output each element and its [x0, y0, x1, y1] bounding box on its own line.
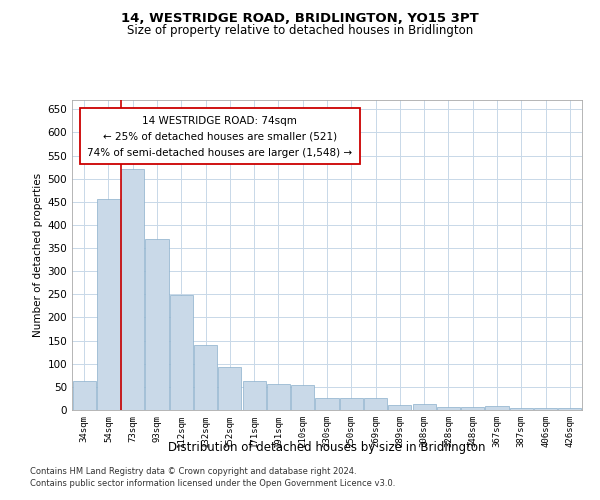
Text: 74% of semi-detached houses are larger (1,548) →: 74% of semi-detached houses are larger (… [88, 148, 352, 158]
Bar [242, 382, 266, 410]
Bar [340, 398, 363, 410]
Bar [437, 407, 460, 410]
Bar [534, 408, 557, 410]
Bar [461, 407, 484, 410]
Bar [194, 345, 217, 410]
Bar [170, 296, 193, 410]
Bar [145, 239, 169, 410]
Text: 14 WESTRIDGE ROAD: 74sqm: 14 WESTRIDGE ROAD: 74sqm [142, 116, 298, 126]
Text: Size of property relative to detached houses in Bridlington: Size of property relative to detached ho… [127, 24, 473, 37]
Text: Distribution of detached houses by size in Bridlington: Distribution of detached houses by size … [168, 441, 486, 454]
Bar [73, 382, 95, 410]
Bar [97, 198, 120, 410]
Bar [388, 405, 412, 410]
Bar [218, 367, 241, 410]
Bar [510, 408, 533, 410]
Bar [559, 408, 581, 410]
Text: 14, WESTRIDGE ROAD, BRIDLINGTON, YO15 3PT: 14, WESTRIDGE ROAD, BRIDLINGTON, YO15 3P… [121, 12, 479, 26]
Bar [291, 384, 314, 410]
Bar [121, 169, 144, 410]
Y-axis label: Number of detached properties: Number of detached properties [33, 173, 43, 337]
Text: ← 25% of detached houses are smaller (521): ← 25% of detached houses are smaller (52… [103, 132, 337, 142]
FancyBboxPatch shape [80, 108, 360, 164]
Bar [485, 406, 509, 410]
Bar [316, 398, 338, 410]
Bar [267, 384, 290, 410]
Text: Contains HM Land Registry data © Crown copyright and database right 2024.: Contains HM Land Registry data © Crown c… [30, 467, 356, 476]
Text: Contains public sector information licensed under the Open Government Licence v3: Contains public sector information licen… [30, 478, 395, 488]
Bar [364, 398, 387, 410]
Bar [413, 404, 436, 410]
